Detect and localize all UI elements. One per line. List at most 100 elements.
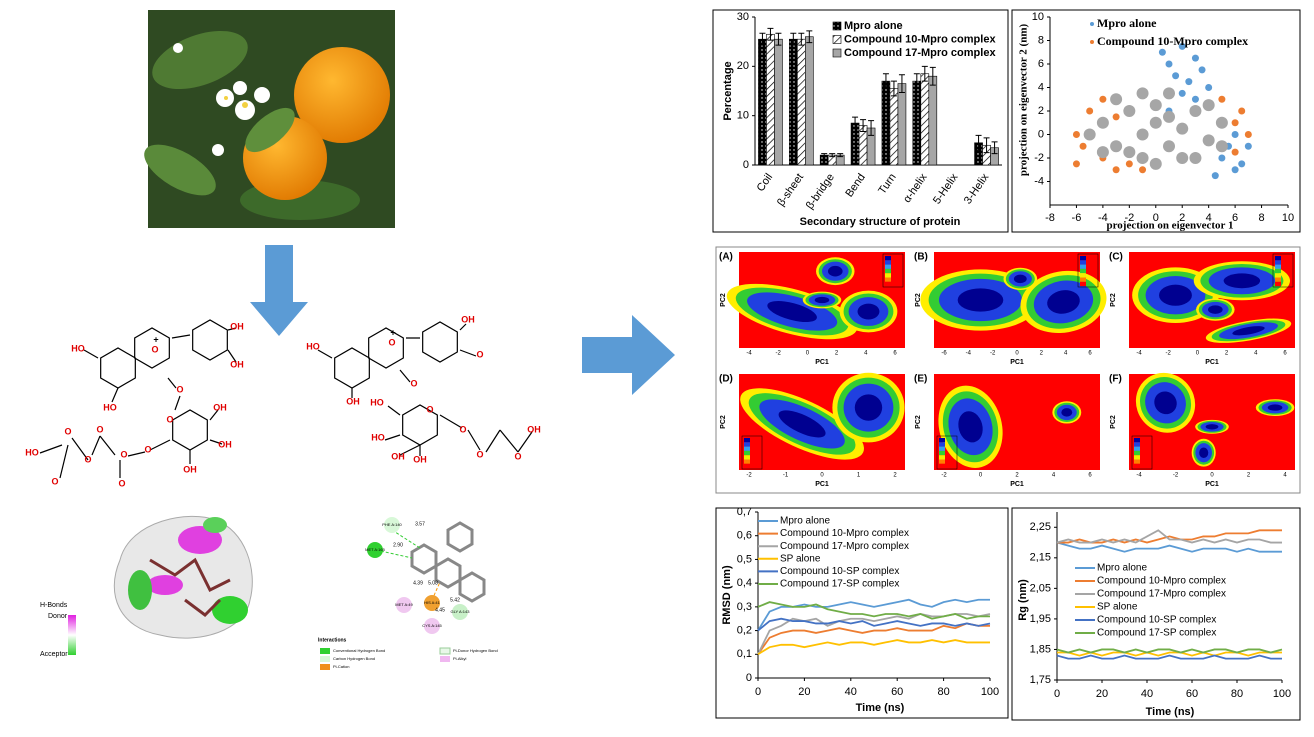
legend-label: Compound 10-Mpro complex xyxy=(1097,34,1248,48)
colorbar xyxy=(939,450,945,456)
distance-label: 4.39 xyxy=(413,580,423,586)
point xyxy=(1218,95,1226,103)
hbond-legend-title: H-Bonds xyxy=(40,602,68,609)
panel-label: (E) xyxy=(914,374,927,385)
bar xyxy=(774,38,783,166)
y-axis-title: RMSD (nm) xyxy=(721,565,733,625)
bond xyxy=(172,409,208,451)
interaction-legend-title: Interactions xyxy=(318,637,347,643)
atom-label: O xyxy=(64,426,71,436)
legend-label: Compound 10-Mpro complex xyxy=(780,528,909,539)
error-bar xyxy=(837,153,844,158)
atom-label: O xyxy=(120,449,127,459)
distance-label: 5.08 xyxy=(428,580,438,586)
atom-label: O xyxy=(166,414,173,424)
fel-x-title: PC1 xyxy=(1205,481,1219,488)
point xyxy=(1123,146,1136,159)
colorbar xyxy=(1275,268,1281,274)
colorbar xyxy=(744,446,750,451)
x-axis-title: projection on eigenvector 1 xyxy=(1107,220,1234,232)
fel-x-title: PC1 xyxy=(815,359,829,366)
atom-label: OH xyxy=(461,314,475,324)
colorbar xyxy=(1080,273,1086,278)
atom-label: HO xyxy=(71,343,85,353)
atom-label: OH xyxy=(527,424,541,434)
colorbar xyxy=(885,256,891,261)
point xyxy=(1072,160,1080,168)
point xyxy=(1072,131,1080,138)
interaction-legend-label: Pi-Donor Hydrogen Bond xyxy=(453,648,498,653)
y-tick-label: 0 xyxy=(743,159,749,171)
bond xyxy=(134,327,170,369)
atom-label: O xyxy=(476,349,483,359)
fel-y-title: PC2 xyxy=(1110,415,1117,429)
x-tick-label: 100 xyxy=(1273,688,1291,700)
legend-label: Compound 17-Mpro complex xyxy=(844,47,996,59)
atom-label: O xyxy=(476,449,483,459)
interaction-legend-label: Carbon Hydrogen Bond xyxy=(333,656,375,661)
fel-basin xyxy=(958,411,983,443)
y-tick-label: 2 xyxy=(1038,105,1044,117)
fel-x-tick: -1 xyxy=(783,473,789,479)
fel-x-tick: -6 xyxy=(941,351,947,357)
point xyxy=(1086,107,1094,115)
point xyxy=(1163,87,1175,100)
error-bar xyxy=(991,141,998,155)
colorbar xyxy=(939,442,945,447)
x-tick-label: 4 xyxy=(1206,212,1212,224)
colorbar xyxy=(1134,438,1140,443)
x-tick-label: Turn xyxy=(876,172,899,197)
colorbar xyxy=(1275,256,1281,261)
fel-x-tick: -2 xyxy=(990,351,996,357)
bar xyxy=(797,38,806,166)
bond xyxy=(368,327,404,369)
point xyxy=(1083,128,1096,141)
point xyxy=(1096,116,1109,129)
error-bar xyxy=(882,73,889,90)
point xyxy=(1231,166,1239,174)
point xyxy=(1185,78,1193,86)
point xyxy=(1096,146,1109,159)
colorbar xyxy=(885,268,891,274)
legend-marker xyxy=(1090,40,1094,44)
x-tick-label: Bend xyxy=(843,172,868,200)
x-axis-title: Time (ns) xyxy=(1146,706,1195,718)
fel-x-tick: 0 xyxy=(1210,473,1214,479)
fel-basin xyxy=(1267,404,1283,411)
point xyxy=(1099,95,1107,103)
colorbar xyxy=(1080,256,1086,261)
colorbar xyxy=(885,277,891,282)
fel-x-tick: 0 xyxy=(1196,351,1200,357)
point xyxy=(1189,105,1202,117)
error-bar xyxy=(898,74,905,93)
distance-label: 4.45 xyxy=(435,607,445,613)
bar xyxy=(912,80,922,166)
x-tick-label: 100 xyxy=(981,686,999,698)
fel-x-tick: -4 xyxy=(1136,351,1142,357)
line-series xyxy=(1056,648,1283,654)
x-tick-label: 40 xyxy=(845,686,857,698)
residue xyxy=(384,517,400,533)
point xyxy=(1165,60,1173,68)
interaction-legend-label: Pi-Cation xyxy=(333,664,349,669)
fel-y-title: PC2 xyxy=(720,415,727,429)
x-tick-label: 10 xyxy=(1282,212,1294,224)
interaction-legend-label: Conventional Hydrogen Bond xyxy=(333,648,385,653)
legend-swatch xyxy=(832,48,842,58)
residue xyxy=(452,604,468,620)
atom-label: O xyxy=(151,344,158,354)
fel-x-tick: 4 xyxy=(1283,473,1287,479)
atom-label: OH xyxy=(230,359,244,369)
fel-basin xyxy=(814,296,830,304)
y-axis-title: projection on eigenvector 2 (nm) xyxy=(1018,23,1030,176)
fel-x-tick: 2 xyxy=(1040,351,1044,357)
line-series xyxy=(757,613,991,655)
fel-x-tick: 4 xyxy=(1064,351,1068,357)
x-tick-label: β-sheet xyxy=(775,172,806,209)
fel-x-tick: 6 xyxy=(1088,351,1092,357)
legend-label: Mpro alone xyxy=(1097,16,1157,30)
fel-x-tick: 0 xyxy=(1015,351,1019,357)
colorbar-frame xyxy=(882,253,904,288)
fel-basin xyxy=(1047,290,1080,314)
legend-label: Compound 10-SP complex xyxy=(1097,615,1216,626)
